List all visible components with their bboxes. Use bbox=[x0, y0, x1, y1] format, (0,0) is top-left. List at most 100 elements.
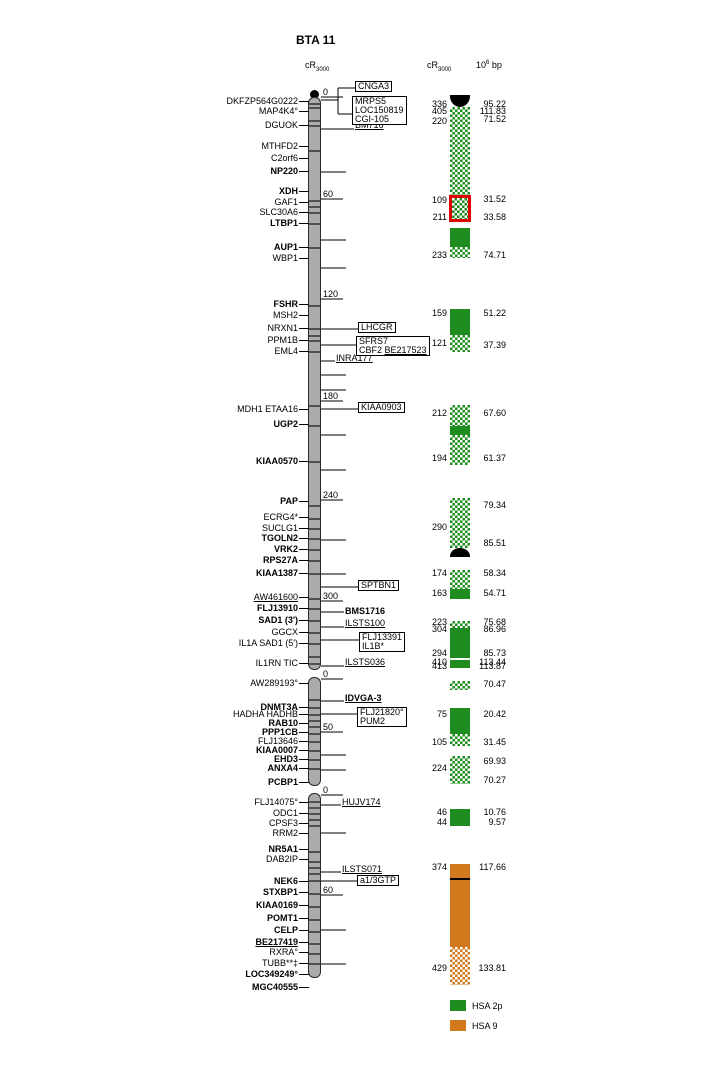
cr-value: 429 bbox=[431, 963, 447, 973]
chromosome-band bbox=[309, 733, 320, 735]
homology-block-hsa2p bbox=[450, 660, 470, 668]
bp-value: 69.93 bbox=[483, 756, 506, 766]
chromosome-band bbox=[309, 825, 320, 827]
chromosome-band bbox=[309, 120, 320, 122]
bp-value: 111.83 bbox=[479, 106, 506, 116]
boxed-gene-label: CNGA3 bbox=[355, 81, 393, 92]
chromosome-band bbox=[309, 861, 320, 863]
bp-value: 33.58 bbox=[483, 212, 506, 222]
homology-block-hsa2p bbox=[450, 335, 470, 352]
cr-value: 304 bbox=[431, 624, 447, 634]
gene-label: POMT1 bbox=[40, 913, 309, 923]
gene-label: RAB10 bbox=[40, 718, 309, 728]
gene-label: EML4 bbox=[40, 346, 309, 356]
chromosome-band bbox=[309, 750, 320, 752]
chromosome-band bbox=[309, 768, 320, 770]
chromosome-band bbox=[309, 505, 320, 507]
cr-value: 224 bbox=[431, 763, 447, 773]
chromosome-band bbox=[309, 873, 320, 875]
gene-label: DNMT3A bbox=[40, 702, 309, 712]
cr-value: 121 bbox=[431, 338, 447, 348]
cr-value: 294 bbox=[431, 648, 447, 658]
bp-value: 20.42 bbox=[483, 709, 506, 719]
chromosome-band bbox=[309, 549, 320, 551]
homology-block-hsa2p bbox=[450, 756, 470, 784]
gene-label: AW289193° bbox=[40, 678, 309, 688]
cr-value: 44 bbox=[436, 817, 447, 827]
gene-label: SAD1 (3') bbox=[40, 615, 309, 625]
chromosome-band bbox=[309, 206, 320, 208]
bp-value: 67.60 bbox=[483, 408, 506, 418]
gene-label: ECRG4* bbox=[40, 512, 309, 522]
bp-value: 61.37 bbox=[483, 453, 506, 463]
homology-block-hsa2p bbox=[450, 708, 470, 734]
homology-block-hsa2p bbox=[450, 621, 470, 628]
chromosome-band bbox=[309, 906, 320, 908]
boxed-gene-label: a1/3GTP bbox=[357, 875, 400, 886]
homology-cap bbox=[450, 95, 470, 107]
boxed-gene: CBF2 BE217523 bbox=[359, 345, 427, 355]
gene-label: ODC1 bbox=[40, 808, 309, 818]
block-divider-line bbox=[450, 878, 470, 880]
gene-label: VRK2 bbox=[40, 544, 309, 554]
gene-label: CPSF3 bbox=[40, 818, 309, 828]
cr-value: 290 bbox=[431, 522, 447, 532]
chromosome-band bbox=[309, 759, 320, 761]
homology-block-hsa2p bbox=[450, 309, 470, 335]
chromosome-band bbox=[309, 919, 320, 921]
chromosome-band bbox=[309, 608, 320, 610]
chromosome-band bbox=[309, 656, 320, 658]
bp-value: 75.68 bbox=[483, 617, 506, 627]
gene-label: TGOLN2 bbox=[40, 533, 309, 543]
chromosome-band bbox=[309, 819, 320, 821]
cr-axis-header-right: cR3000 bbox=[427, 60, 452, 73]
bp-value: 85.51 bbox=[483, 538, 506, 548]
cr-value: 220 bbox=[431, 116, 447, 126]
chromosome-band bbox=[309, 807, 320, 809]
cr-value: 405 bbox=[431, 106, 447, 116]
chromosome-band bbox=[309, 328, 320, 330]
chromosome-band bbox=[309, 125, 320, 127]
gene-label: ANXA4 bbox=[40, 763, 309, 773]
cr-value: 374 bbox=[431, 862, 447, 872]
bp-value: 95.22 bbox=[483, 99, 506, 109]
gene-label: FLJ14075° bbox=[40, 797, 309, 807]
tick-label: 50 bbox=[323, 722, 334, 732]
boxed-gene-label: SPTBN1 bbox=[358, 580, 400, 591]
tick-label: 0 bbox=[323, 785, 329, 795]
chromosome-band bbox=[309, 223, 320, 225]
bp-value: 58.34 bbox=[483, 568, 506, 578]
gene-label: TUBB**‡ bbox=[40, 958, 309, 968]
gene-label: WBP1 bbox=[40, 253, 309, 263]
chromosome-band bbox=[309, 893, 320, 895]
boxed-gene: LOC150819 bbox=[355, 105, 404, 115]
marker-label: ILSTS036 bbox=[345, 657, 386, 667]
boxed-gene: PUM2 bbox=[360, 716, 386, 726]
chromosome-segment-2 bbox=[308, 677, 321, 786]
bp-value: 37.39 bbox=[483, 340, 506, 350]
homology-block-hsa2p bbox=[450, 809, 470, 826]
chromosome-band bbox=[309, 340, 320, 342]
cr-value: 211 bbox=[432, 212, 447, 222]
chromosome-band bbox=[309, 247, 320, 249]
homology-block-hsa2p bbox=[450, 681, 470, 690]
gene-label: NEK6 bbox=[40, 876, 309, 886]
chromosome-band bbox=[309, 518, 320, 520]
chromosome-segment-1 bbox=[308, 97, 321, 670]
cr-value: 159 bbox=[431, 308, 447, 318]
centromere-knob bbox=[310, 90, 319, 99]
chromosome-band bbox=[309, 714, 320, 716]
cr-value: 413 bbox=[431, 661, 447, 671]
gene-label: EHD3 bbox=[40, 754, 309, 764]
cr-value: 233 bbox=[431, 250, 447, 260]
chromosome-band bbox=[309, 107, 320, 109]
chromosome-band bbox=[309, 851, 320, 853]
bp-value: 10.76 bbox=[483, 807, 506, 817]
bp-value: 79.34 bbox=[483, 500, 506, 510]
chromosome-band bbox=[309, 598, 320, 600]
boxed-gene-group: FLJ13391 IL1B* bbox=[359, 632, 406, 652]
homology-block-hsa9 bbox=[450, 947, 470, 985]
chromosome-band bbox=[309, 953, 320, 955]
gene-label: FSHR bbox=[40, 299, 309, 309]
gene-label: HADHA HADHB bbox=[40, 709, 309, 719]
